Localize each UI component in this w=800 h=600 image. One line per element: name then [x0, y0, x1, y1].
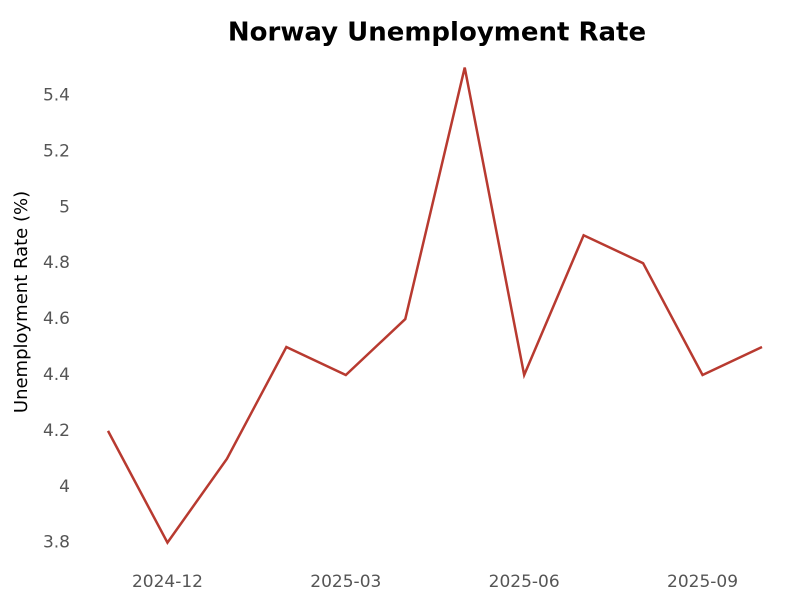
y-tick-label: 4.2: [43, 421, 70, 441]
y-tick-label: 4.8: [43, 253, 70, 273]
y-tick-label: 4: [59, 477, 70, 497]
y-tick-label: 3.8: [43, 533, 70, 553]
y-tick-label: 5: [59, 197, 70, 217]
x-tick-label: 2025-09: [667, 572, 738, 592]
y-tick-label: 5.4: [43, 86, 70, 106]
y-axis-label: Unemployment Rate (%): [11, 191, 32, 413]
y-tick-label: 4.6: [43, 309, 70, 329]
y-tick-label: 5.2: [43, 141, 70, 161]
y-tick-label: 4.4: [43, 365, 70, 385]
x-tick-label: 2025-06: [489, 572, 560, 592]
x-tick-label: 2024-12: [132, 572, 203, 592]
x-tick-label: 2025-03: [310, 572, 381, 592]
line: [106, 67, 763, 546]
chart-title: Norway Unemployment Rate: [228, 18, 646, 48]
